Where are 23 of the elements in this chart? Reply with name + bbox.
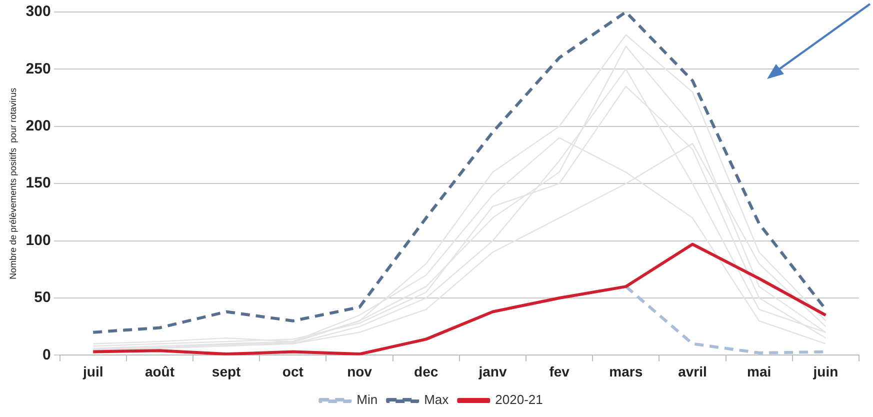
- x-tick-label: juil: [82, 363, 104, 380]
- x-tick-label: oct: [282, 363, 304, 380]
- y-tick-label: 200: [26, 118, 51, 135]
- legend-label: 2020-21: [495, 392, 543, 408]
- x-tick-label: nov: [347, 363, 372, 380]
- y-tick-label: 100: [26, 232, 51, 249]
- x-tick-label: janv: [478, 363, 507, 380]
- x-tick-label: mars: [609, 363, 643, 380]
- y-tick-label: 50: [34, 289, 51, 306]
- y-tick-label: 300: [26, 3, 51, 20]
- x-tick-label: mai: [747, 363, 772, 380]
- y-tick-label: 150: [26, 174, 51, 192]
- legend-label: Max: [424, 392, 450, 408]
- x-tick-label: sept: [212, 363, 242, 380]
- legend-label: Min: [356, 392, 378, 408]
- y-axis-title: Nombre de prélèvements positifs pour rotavirus: [8, 87, 18, 280]
- x-tick-label: avril: [678, 363, 707, 380]
- y-tick-label: 250: [26, 60, 51, 78]
- x-tick-label: juin: [812, 363, 838, 380]
- x-tick-label: fev: [549, 363, 570, 380]
- x-tick-label: août: [144, 363, 175, 380]
- y-tick-label: 0: [42, 346, 51, 364]
- x-tick-label: dec: [414, 363, 438, 380]
